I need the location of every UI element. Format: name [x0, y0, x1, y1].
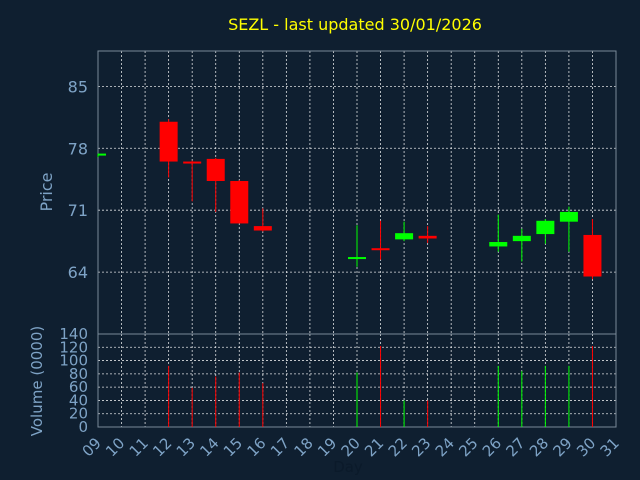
candle-body	[418, 235, 437, 239]
price-tick-label: 71	[68, 201, 88, 220]
candle-body	[512, 235, 531, 242]
volume-axis-label: Volume (0000)	[28, 326, 46, 436]
candle	[253, 208, 272, 232]
candle-body	[206, 158, 225, 182]
volume-tick-label: 100	[59, 352, 88, 370]
price-tick-label: 85	[68, 77, 88, 96]
candle-body	[489, 242, 508, 247]
candle-body	[348, 257, 366, 260]
volume-tick-label: 0	[78, 418, 88, 436]
price-tick-label: 78	[68, 139, 88, 158]
candle-body	[371, 248, 390, 251]
volume-tick-label: 120	[59, 338, 88, 356]
candle	[536, 219, 555, 244]
price-y-ticks: 64 71 78 85	[68, 77, 88, 282]
volume-tick-label: 20	[69, 405, 88, 423]
candle	[512, 228, 531, 262]
candle	[395, 221, 414, 242]
candle-body	[98, 153, 106, 156]
candle	[489, 214, 508, 252]
candle	[583, 219, 602, 280]
candle-body	[159, 121, 178, 162]
price-tick-label: 64	[68, 263, 88, 282]
candle-body	[536, 220, 555, 235]
candle	[559, 206, 578, 252]
candle-body	[559, 211, 578, 222]
volume-tick-label: 80	[69, 365, 88, 383]
candle-body	[230, 181, 249, 224]
candle-body	[183, 161, 202, 164]
x-axis-label: Day	[333, 458, 363, 476]
volume-tick-label: 60	[69, 378, 88, 396]
candle	[206, 158, 225, 212]
volume-tick-label: 40	[69, 391, 88, 409]
candle	[159, 119, 178, 178]
candlestick-series	[97, 119, 602, 280]
candle	[371, 220, 390, 260]
candle-body	[395, 233, 414, 240]
price-axis-label: Price	[37, 172, 56, 211]
candle	[418, 226, 437, 243]
candle	[183, 160, 202, 202]
volume-tick-label: 140	[59, 325, 88, 343]
candle	[348, 225, 366, 267]
x-ticks: 0910111213141516171819202122232425262728…	[79, 434, 623, 460]
candle	[97, 153, 106, 158]
candle	[230, 180, 249, 224]
candle-body	[253, 226, 272, 231]
candle-body	[583, 234, 602, 277]
volume-series	[168, 345, 593, 427]
chart-title: SEZL - last updated 30/01/2026	[228, 15, 482, 34]
